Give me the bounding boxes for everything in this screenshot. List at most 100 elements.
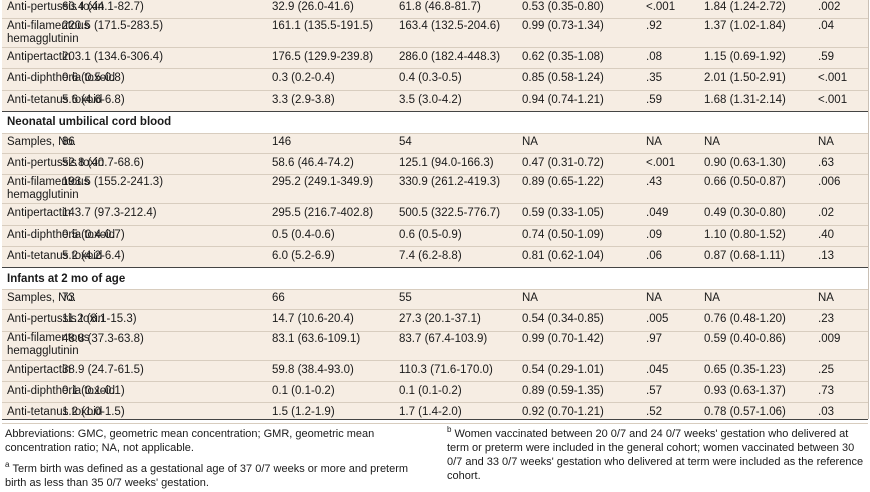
table-row: Antipertactin 143.7 (97.3-212.4) 295.5 (21… bbox=[2, 203, 868, 226]
cell-p-value-1: .59 bbox=[646, 93, 662, 106]
cell-term-gmc: 1.2 (1.0-1.5) bbox=[62, 406, 125, 419]
row-label: Samples, No. bbox=[7, 292, 77, 305]
cell-p-value-1: NA bbox=[646, 292, 662, 305]
table-row: Antipertactin 203.1 (134.6-306.4) 176.5 (1… bbox=[2, 47, 868, 70]
cell-gmr-term-vs-preterm: 0.99 (0.73-1.34) bbox=[522, 20, 604, 33]
cell-preterm-gmc: 161.1 (135.5-191.5) bbox=[272, 20, 374, 33]
cell-p-value-2: .59 bbox=[818, 51, 834, 64]
section-header-row: Neonatal umbilical cord blood bbox=[2, 110, 868, 134]
cell-gmr-term-vs-preterm: 0.54 (0.29-1.01) bbox=[522, 363, 604, 376]
cell-preterm-gmc: 295.2 (249.1-349.9) bbox=[272, 176, 374, 189]
table-row: Anti-filamentous hemagglutinin 48.8 (37.3… bbox=[2, 331, 868, 361]
row-label: Antipertactin bbox=[7, 51, 71, 64]
cell-gmr-term-vs-preterm: 0.74 (0.50-1.09) bbox=[522, 228, 604, 241]
cell-gmr-vs-reference: 0.87 (0.68-1.11) bbox=[704, 249, 785, 262]
cell-reference-gmc: 83.7 (67.4-103.9) bbox=[399, 332, 488, 345]
cell-gmr-term-vs-preterm: 0.62 (0.35-1.08) bbox=[522, 51, 604, 64]
cell-term-gmc: 48.8 (37.3-63.8) bbox=[62, 332, 144, 345]
cell-reference-gmc: 3.5 (3.0-4.2) bbox=[399, 93, 462, 106]
section-header-row: Infants at 2 mo of age bbox=[2, 267, 868, 291]
cell-reference-gmc: 27.3 (20.1-37.1) bbox=[399, 313, 481, 326]
row-label: Antipertactin bbox=[7, 207, 71, 220]
cell-p-value-1: .08 bbox=[646, 51, 662, 64]
cell-gmr-vs-reference: 0.76 (0.48-1.20) bbox=[704, 313, 786, 326]
cell-term-gmc: 38.9 (24.7-61.5) bbox=[62, 363, 144, 376]
table-bottom-rule bbox=[2, 419, 868, 420]
cell-term-gmc: 143.7 (97.3-212.4) bbox=[62, 207, 157, 220]
cell-term-gmc: 0.1 (0.1-0.1) bbox=[62, 384, 125, 397]
cell-term-gmc: 0.6 (0.5-0.8) bbox=[62, 72, 125, 85]
cell-gmr-term-vs-preterm: 0.54 (0.34-0.85) bbox=[522, 313, 604, 326]
cell-term-gmc: 86 bbox=[62, 136, 75, 149]
cell-p-value-1: .09 bbox=[646, 228, 662, 241]
cell-gmr-vs-reference: 1.10 (0.80-1.52) bbox=[704, 228, 786, 241]
cell-gmr-term-vs-preterm: 0.89 (0.59-1.35) bbox=[522, 384, 604, 397]
row-label: Anti-diphtheria toxoid bbox=[7, 384, 116, 397]
cell-p-value-1: <.001 bbox=[646, 157, 676, 170]
cell-gmr-term-vs-preterm: 0.81 (0.62-1.04) bbox=[522, 249, 604, 262]
section-title: Infants at 2 mo of age bbox=[7, 272, 126, 285]
cell-gmr-term-vs-preterm: NA bbox=[522, 292, 538, 305]
cell-term-gmc: 52.8 (40.7-68.6) bbox=[62, 157, 144, 170]
table-row: Samples, No. 86 146 54 NA NA NA NA bbox=[2, 132, 868, 155]
footnote-a: a Term birth was defined as a gestational… bbox=[5, 461, 430, 490]
cell-term-gmc: 11.2 (8.1-15.3) bbox=[62, 313, 137, 326]
cell-p-value-1: .92 bbox=[646, 20, 662, 33]
cell-gmr-term-vs-preterm: 0.85 (0.58-1.24) bbox=[522, 72, 604, 85]
row-label: Anti-tetanus toxoid bbox=[7, 93, 103, 106]
row-label: Anti-diphtheria toxoid bbox=[7, 72, 116, 85]
cell-preterm-gmc: 295.5 (216.7-402.8) bbox=[272, 207, 374, 220]
cell-p-value-1: .06 bbox=[646, 249, 662, 262]
cell-gmr-vs-reference: 0.49 (0.30-0.80) bbox=[704, 207, 786, 220]
cell-gmr-vs-reference: 1.37 (1.02-1.84) bbox=[704, 20, 786, 33]
cell-gmr-term-vs-preterm: 0.59 (0.33-1.05) bbox=[522, 207, 604, 220]
cell-p-value-1: .43 bbox=[646, 176, 662, 189]
cell-gmr-vs-reference: 0.66 (0.50-0.87) bbox=[704, 176, 786, 189]
table-row: Anti-diphtheria toxoid 0.6 (0.5-0.8) 0.3 (… bbox=[2, 68, 868, 91]
cell-preterm-gmc: 83.1 (63.6-109.1) bbox=[272, 332, 361, 345]
section-title: Neonatal umbilical cord blood bbox=[7, 116, 172, 129]
cell-p-value-2: .23 bbox=[818, 313, 834, 326]
cell-p-value-2: .002 bbox=[818, 1, 841, 14]
table-row: Anti-pertussis toxin 52.8 (40.7-68.6) 58.6… bbox=[2, 153, 868, 176]
row-label: Anti-tetanus toxoid bbox=[7, 406, 103, 419]
cell-preterm-gmc: 0.1 (0.1-0.2) bbox=[272, 384, 335, 397]
cell-preterm-gmc: 32.9 (26.0-41.6) bbox=[272, 1, 354, 14]
table-row: Anti-tetanus toxoid 5.6 (4.6-6.8) 3.3 (2.9… bbox=[2, 90, 868, 112]
cell-gmr-vs-reference: 1.15 (0.69-1.92) bbox=[704, 51, 786, 64]
cell-p-value-2: .009 bbox=[818, 332, 841, 345]
cell-p-value-2: .02 bbox=[818, 207, 834, 220]
row-label: Anti-pertussis toxin bbox=[7, 1, 105, 14]
cell-gmr-term-vs-preterm: 0.47 (0.31-0.72) bbox=[522, 157, 604, 170]
footnote-abbreviations: Abbreviations: GMC, geometric mean conce… bbox=[5, 428, 375, 454]
cell-reference-gmc: 7.4 (6.2-8.8) bbox=[399, 249, 462, 262]
cell-reference-gmc: 330.9 (261.2-419.3) bbox=[399, 176, 501, 189]
cell-preterm-gmc: 3.3 (2.9-3.8) bbox=[272, 93, 335, 106]
cell-p-value-1: .57 bbox=[646, 384, 662, 397]
cell-p-value-1: <.001 bbox=[646, 1, 676, 14]
table-footnotes: Abbreviations: GMC, geometric mean conce… bbox=[0, 424, 870, 492]
row-label: Anti-pertussis toxin bbox=[7, 313, 105, 326]
results-table: Anti-pertussis toxin 60.4 (44.1-82.7) 32.9… bbox=[2, 0, 869, 425]
table-row: Antipertactin 38.9 (24.7-61.5) 59.8 (38.4-… bbox=[2, 360, 868, 382]
footnote-b: b Women vaccinated between 20 0/7 and 24 … bbox=[447, 426, 865, 483]
cell-preterm-gmc: 1.5 (1.2-1.9) bbox=[272, 406, 335, 419]
cell-preterm-gmc: 0.5 (0.4-0.6) bbox=[272, 228, 335, 241]
cell-preterm-gmc: 58.6 (46.4-74.2) bbox=[272, 157, 354, 170]
cell-term-gmc: 5.6 (4.6-6.8) bbox=[62, 93, 125, 106]
footnote-b-text: Women vaccinated between 20 0/7 and 24 0… bbox=[447, 428, 864, 482]
cell-term-gmc: 193.5 (155.2-241.3) bbox=[62, 176, 164, 189]
table-row: Samples, No. 73 66 55 NA NA NA NA bbox=[2, 288, 868, 311]
cell-p-value-1: .35 bbox=[646, 72, 662, 85]
footnote-a-text: Term birth was defined as a gestational … bbox=[5, 463, 409, 489]
cell-reference-gmc: 500.5 (322.5-776.7) bbox=[399, 207, 501, 220]
cell-p-value-2: .04 bbox=[818, 20, 834, 33]
cell-p-value-1: .045 bbox=[646, 363, 669, 376]
cell-reference-gmc: 61.8 (46.8-81.7) bbox=[399, 1, 481, 14]
cell-reference-gmc: 0.4 (0.3-0.5) bbox=[399, 72, 462, 85]
cell-p-value-2: .006 bbox=[818, 176, 841, 189]
cell-gmr-term-vs-preterm: 0.92 (0.70-1.21) bbox=[522, 406, 604, 419]
table-row: Anti-pertussis toxin 11.2 (8.1-15.3) 14.7 … bbox=[2, 309, 868, 332]
row-label: Samples, No. bbox=[7, 136, 77, 149]
row-label: Antipertactin bbox=[7, 363, 71, 376]
